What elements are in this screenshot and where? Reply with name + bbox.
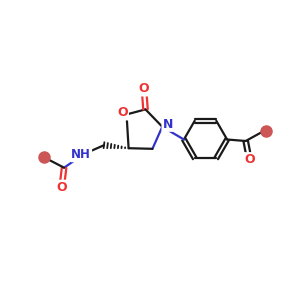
Text: O: O	[139, 82, 149, 95]
Text: N: N	[163, 118, 173, 131]
Text: O: O	[117, 106, 128, 119]
Text: O: O	[56, 181, 67, 194]
Text: O: O	[244, 153, 255, 166]
Text: NH: NH	[71, 148, 91, 161]
